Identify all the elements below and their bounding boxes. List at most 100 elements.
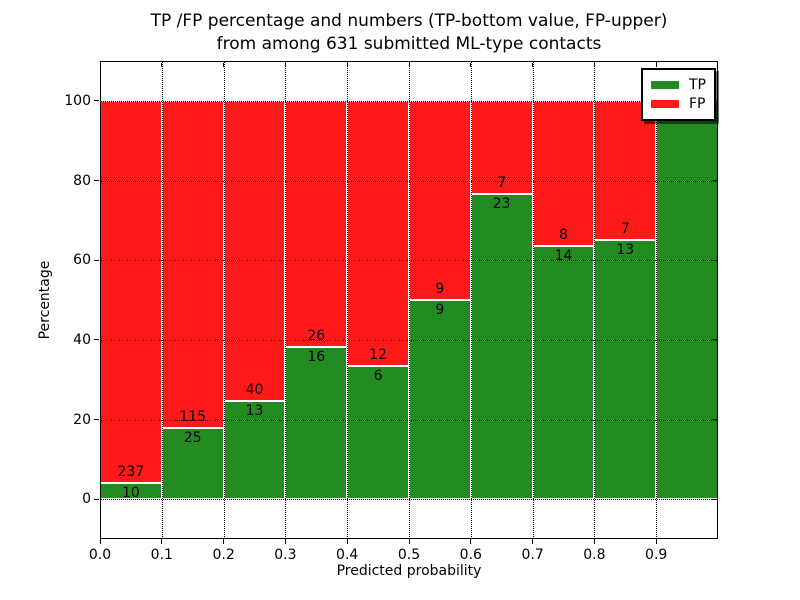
bar-tp-segment: [347, 366, 409, 500]
y-axis-label: Percentage: [37, 260, 53, 340]
legend-swatch-tp: [651, 80, 679, 89]
gridline-vertical: [161, 61, 163, 539]
bar-fp-segment: [532, 100, 595, 246]
y-tick-left: [94, 339, 99, 341]
gridline-vertical: [285, 61, 287, 539]
y-tick-right: [711, 180, 717, 181]
x-tick-bottom: [223, 539, 225, 544]
bar-fp-segment: [161, 100, 224, 429]
y-tick-right: [711, 339, 717, 341]
x-tick-top: [223, 62, 225, 67]
x-tick-top: [593, 62, 595, 67]
bar-fp-segment: [223, 100, 286, 402]
bar-fp-segment: [409, 100, 471, 300]
bar-fp-segment: [100, 100, 162, 484]
gridline-vertical: [223, 61, 225, 539]
bar-fp-segment: [594, 100, 657, 241]
fp-count-label: 115: [179, 409, 207, 426]
y-tick-label: 40: [73, 331, 91, 348]
y-tick-left: [94, 180, 99, 181]
gridline-vertical: [347, 61, 349, 539]
bar-tp-segment: [285, 347, 348, 500]
y-tick-label: 60: [73, 252, 91, 269]
bar-fp-segment: [470, 100, 533, 194]
x-tick-label: 0.3: [274, 547, 297, 563]
fp-count-label: 7: [620, 221, 630, 238]
fp-count-label: 9: [435, 281, 445, 297]
chart-title-line1: TP /FP percentage and numbers (TP-bottom…: [150, 11, 668, 31]
x-tick-top: [161, 62, 163, 67]
bar-tp-segment: [594, 240, 657, 500]
y-tick-left: [94, 419, 99, 420]
bar-tp-segment: [409, 300, 471, 500]
bar-tp-segment: [532, 245, 595, 500]
gridline-horizontal: [100, 339, 718, 341]
x-tick-top: [470, 62, 472, 67]
tp-count-label: 6: [373, 368, 383, 385]
gridline-horizontal: [100, 499, 718, 501]
x-tick-top: [532, 62, 534, 67]
x-tick-bottom: [161, 539, 163, 544]
tp-count-label: 9: [435, 302, 445, 318]
gridline-vertical: [470, 61, 472, 539]
y-tick-label: 0: [82, 491, 91, 508]
tp-count-label: 14: [554, 247, 573, 264]
bar-tp-segment: [161, 428, 224, 500]
bar-tp-segment: [656, 100, 718, 500]
x-tick-label: 0.5: [397, 547, 421, 563]
plot-area: TP FP 2371011525401326161269972381471341…: [64, 61, 718, 563]
tp-count-label: 23: [492, 195, 511, 212]
x-tick-top: [284, 62, 286, 67]
x-tick-label: 0.8: [583, 547, 606, 563]
fp-count-label: 26: [307, 328, 326, 345]
x-tick-bottom: [593, 539, 595, 544]
gridline-vertical: [409, 61, 410, 539]
x-tick-bottom: [532, 539, 534, 544]
y-tick-right: [711, 498, 717, 500]
bar-fp-segment: [347, 100, 409, 367]
y-tick-left: [94, 100, 99, 102]
x-tick-label: 0.6: [459, 547, 482, 563]
x-tick-label: 0.9: [645, 547, 668, 563]
fp-count-label: 7: [497, 174, 507, 191]
y-tick-right: [711, 419, 717, 420]
x-tick-bottom: [470, 539, 472, 544]
x-tick-bottom: [655, 539, 657, 544]
x-tick-label: 0.1: [150, 547, 173, 563]
y-tick-label: 100: [64, 92, 91, 109]
fp-count-label: 40: [245, 382, 264, 399]
y-tick-right: [711, 259, 717, 261]
y-tick-left: [94, 259, 99, 261]
x-tick-label: 0.4: [336, 547, 359, 563]
tp-count-label: 16: [307, 349, 326, 366]
legend-item-tp: TP: [651, 76, 706, 93]
x-tick-bottom: [99, 539, 101, 544]
y-tick-left: [94, 498, 99, 500]
x-tick-bottom: [284, 539, 286, 544]
x-tick-label: 0.7: [521, 547, 544, 563]
y-tick-label: 20: [73, 411, 91, 428]
bar-fp-segment: [285, 100, 348, 348]
legend-label-tp: TP: [689, 76, 706, 93]
legend-swatch-fp: [651, 99, 679, 108]
x-tick-top: [346, 62, 348, 67]
x-tick-bottom: [346, 539, 348, 544]
gridline-vertical: [594, 61, 596, 539]
legend: TP FP: [641, 68, 716, 121]
x-tick-bottom: [408, 539, 410, 544]
chart-title-line2: from among 631 submitted ML-type contact…: [216, 34, 602, 55]
chart-title: TP /FP percentage and numbers (TP-bottom…: [100, 10, 718, 57]
x-tick-top: [408, 62, 410, 67]
gridline-horizontal: [100, 100, 718, 102]
fp-count-label: 12: [369, 347, 388, 364]
x-tick-label: 0.2: [212, 547, 235, 563]
gridline-horizontal: [100, 260, 718, 262]
gridline-vertical: [656, 61, 658, 539]
tp-count-label: 13: [245, 403, 264, 420]
x-axis-label: Predicted probability: [336, 563, 482, 579]
bar-tp-segment: [470, 193, 533, 500]
tp-count-label: 13: [616, 242, 635, 259]
x-tick-top: [99, 62, 101, 67]
x-tick-label: 0.0: [88, 547, 112, 563]
